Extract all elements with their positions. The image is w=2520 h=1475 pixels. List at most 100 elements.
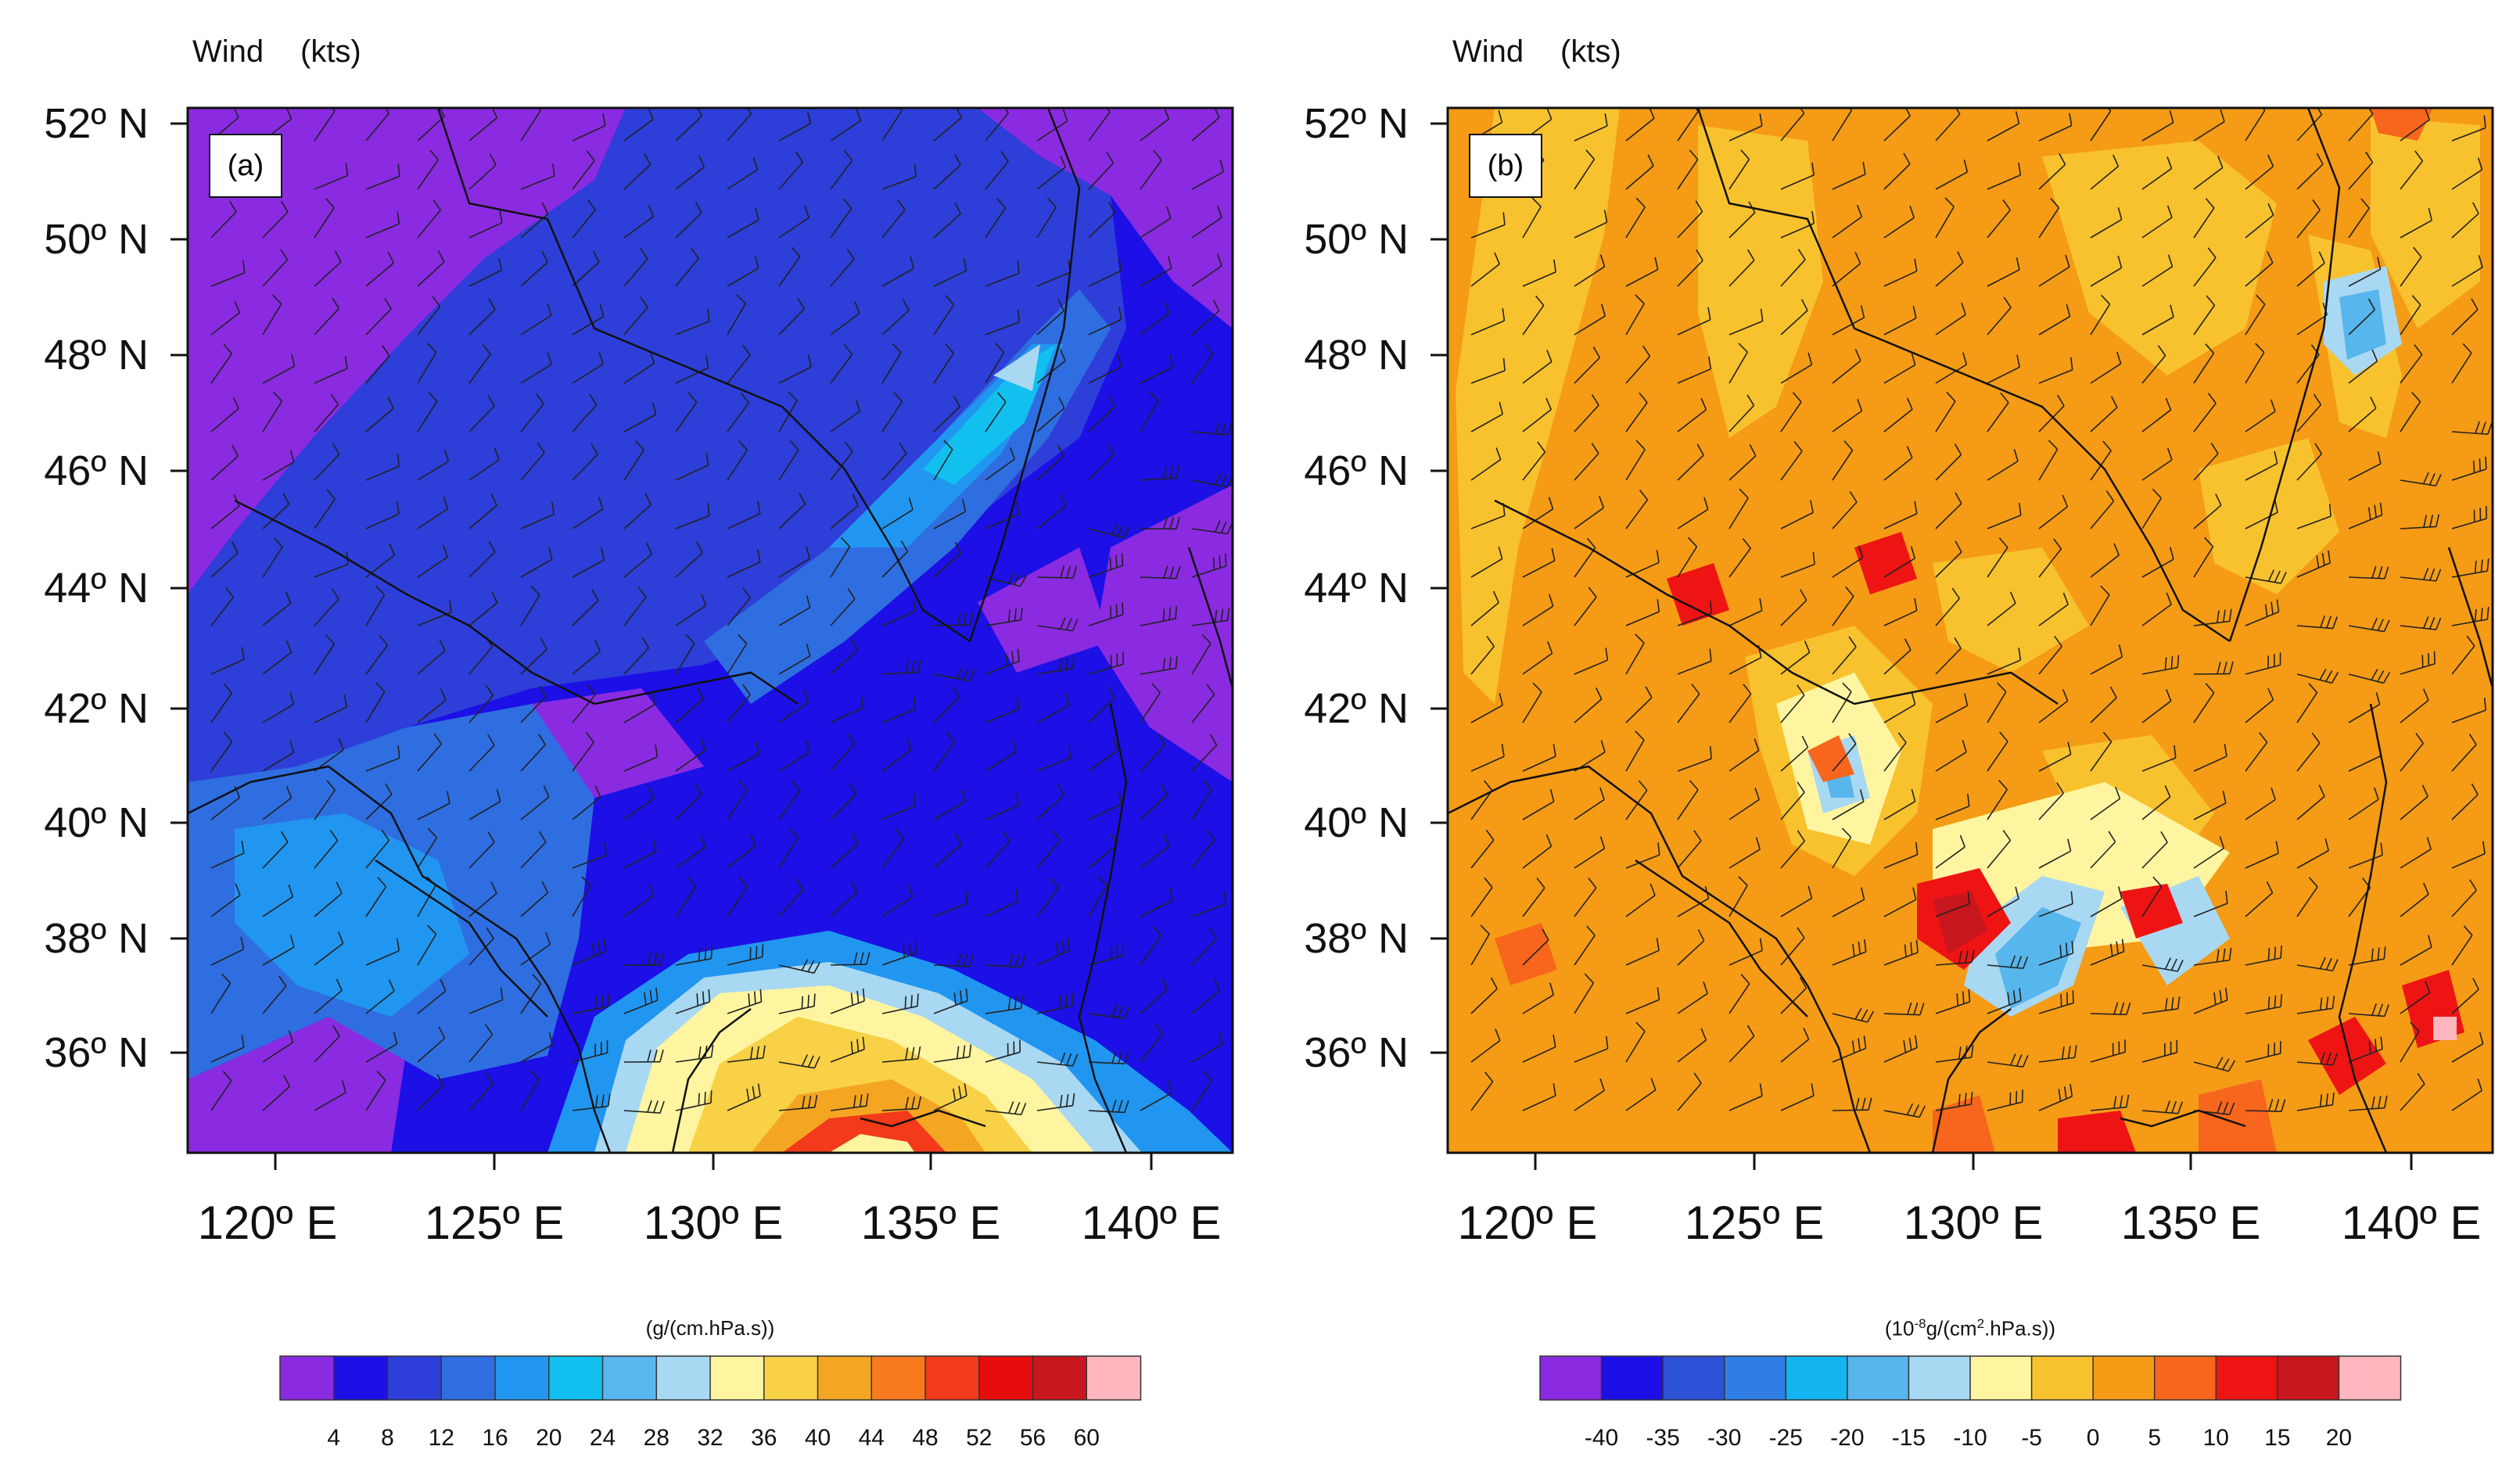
wind-barb	[468, 694, 494, 723]
wind-barb-feather	[1124, 1051, 1129, 1064]
wind-barb-feather	[1212, 557, 1215, 570]
wind-barb	[2090, 110, 2112, 142]
wind-barb-feather	[647, 1100, 652, 1113]
wind-barb-feather	[2379, 502, 2383, 515]
wind-barb	[1935, 648, 1962, 675]
wind-barb-feather	[2069, 357, 2073, 370]
wind-barb	[1883, 457, 1913, 481]
wind-barb-feather	[740, 393, 750, 404]
wind-barb-feather	[1017, 309, 1020, 323]
wind-barb	[314, 307, 339, 336]
wind-barb	[727, 113, 752, 142]
wind-barb	[210, 552, 239, 578]
wind-barb-feather	[603, 938, 607, 952]
wind-barb-feather	[1897, 732, 1907, 744]
wind-barb	[2296, 453, 2323, 481]
wind-barb	[2451, 1089, 2482, 1111]
wind-barb	[2038, 792, 2064, 820]
wind-barb-feather	[957, 953, 962, 967]
wind-barb	[262, 895, 293, 917]
wind-barb-feather	[1009, 447, 1015, 460]
wind-barb-feather	[1759, 113, 1763, 127]
wind-barb-feather	[1072, 565, 1078, 579]
wind-barb	[1987, 602, 2016, 626]
wind-barb-feather	[914, 940, 917, 953]
wind-barb-feather	[659, 1050, 664, 1062]
wind-barb-feather	[2204, 537, 2214, 547]
wind-barb	[2038, 506, 2068, 529]
wind-barb-feather	[902, 299, 910, 311]
wind-barb-feather	[2216, 1057, 2224, 1069]
wind-barb-feather	[444, 449, 450, 462]
wind-barb	[1036, 310, 1064, 336]
wind-barb-feather	[644, 992, 647, 1005]
wind-barb	[210, 407, 239, 432]
wind-barb-feather	[598, 352, 604, 364]
wind-barb-feather	[799, 492, 806, 504]
wind-barb	[1625, 206, 1646, 239]
wind-barb-feather	[1219, 555, 1221, 569]
wind-barb	[2245, 214, 2274, 239]
wind-barb-feather	[285, 108, 293, 120]
colorbar-tick-label: -10	[1953, 1425, 1987, 1451]
wind-barb-feather	[2321, 552, 2325, 566]
wind-barb-feather	[2223, 661, 2227, 674]
wind-barb	[1140, 118, 1169, 142]
wind-barb-feather	[538, 685, 547, 698]
wind-barb-feather	[2002, 199, 2011, 210]
wind-barb-feather	[2062, 592, 2069, 605]
wind-barb	[1522, 755, 1556, 772]
wind-barb	[1780, 651, 1811, 675]
wind-barb-feather	[1067, 938, 1071, 951]
wind-barb-feather	[1169, 888, 1174, 901]
wind-barb-feather	[1008, 954, 1014, 967]
wind-barb-feather	[2217, 662, 2221, 674]
wind-barb-feather	[2207, 247, 2217, 258]
wind-barb	[1780, 174, 1815, 190]
wind-barb-feather	[2216, 610, 2220, 623]
wind-barb	[1140, 1033, 1163, 1063]
wind-barb-feather	[2222, 609, 2226, 623]
wind-barb-feather	[446, 791, 451, 804]
wind-barb-feather	[1955, 492, 1962, 504]
wind-barb-feather	[2317, 108, 2323, 115]
wind-barb-feather	[2102, 440, 2112, 451]
wind-barb-feather	[696, 541, 703, 554]
wind-barb	[881, 352, 902, 384]
wind-barb	[1935, 262, 1964, 287]
wind-barb-feather	[1740, 974, 1750, 985]
wind-barb-feather	[438, 1026, 446, 1039]
wind-barb-feather	[2069, 1083, 2073, 1097]
wind-barb	[1677, 992, 1708, 1014]
wind-barb	[1522, 206, 1542, 239]
wind-barb-feather	[655, 744, 659, 758]
wind-barb	[1470, 224, 1506, 239]
wind-barb-feather	[904, 996, 907, 1009]
wind-barb-feather	[1175, 655, 1178, 669]
wind-barb-feather	[2070, 891, 2073, 904]
wind-barb	[468, 745, 495, 772]
wind-barb	[1677, 1082, 1702, 1111]
wind-barb-feather	[1967, 793, 1970, 807]
wind-barb	[572, 651, 601, 675]
wind-barb	[1140, 935, 1161, 966]
wind-barb-feather	[961, 499, 967, 512]
wind-barb-feather	[2058, 1089, 2062, 1102]
wind-barb-feather	[440, 688, 447, 701]
wind-barb-feather	[952, 1088, 957, 1101]
wind-barb	[2296, 262, 2325, 287]
wind-barb-feather	[1111, 1050, 1117, 1064]
wind-barb-feather	[1060, 494, 1066, 507]
wind-barb-feather	[1176, 465, 1179, 479]
wind-barb	[778, 702, 809, 723]
wind-barb-feather	[2271, 601, 2274, 615]
wind-barb-feather	[1531, 197, 1542, 207]
wind-barb-feather	[1154, 1023, 1163, 1035]
wind-barb-feather	[2166, 592, 2172, 605]
wind-barb-feather	[1843, 440, 1854, 451]
wind-barb-feather	[2274, 995, 2277, 1008]
wind-barb-feather	[1016, 793, 1020, 806]
wind-barb	[1625, 165, 1654, 190]
wind-barb	[727, 303, 746, 336]
wind-barb-feather	[586, 150, 595, 162]
